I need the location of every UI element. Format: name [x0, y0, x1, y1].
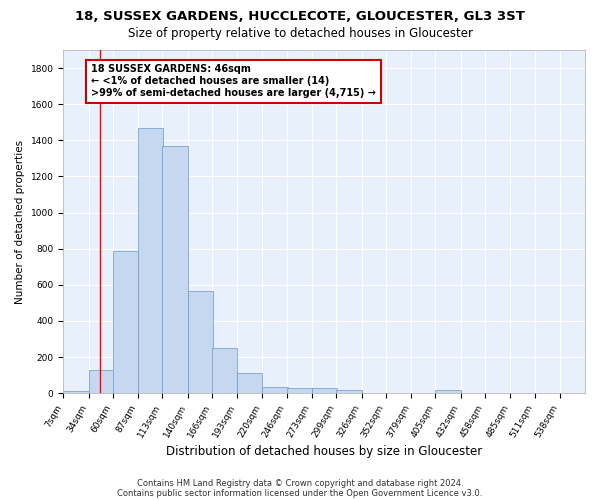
Bar: [237, 374, 262, 393]
Bar: [89, 370, 114, 393]
Bar: [212, 348, 237, 393]
Text: 18, SUSSEX GARDENS, HUCCLECOTE, GLOUCESTER, GL3 3ST: 18, SUSSEX GARDENS, HUCCLECOTE, GLOUCEST…: [75, 10, 525, 23]
Text: Contains public sector information licensed under the Open Government Licence v3: Contains public sector information licen…: [118, 488, 482, 498]
Bar: [163, 146, 188, 393]
Bar: [63, 390, 89, 393]
Bar: [188, 291, 213, 393]
Bar: [287, 388, 312, 393]
X-axis label: Distribution of detached houses by size in Gloucester: Distribution of detached houses by size …: [166, 444, 482, 458]
Text: Size of property relative to detached houses in Gloucester: Size of property relative to detached ho…: [128, 28, 473, 40]
Text: 18 SUSSEX GARDENS: 46sqm
← <1% of detached houses are smaller (14)
>99% of semi-: 18 SUSSEX GARDENS: 46sqm ← <1% of detach…: [91, 64, 376, 98]
Bar: [113, 250, 138, 393]
Text: Contains HM Land Registry data © Crown copyright and database right 2024.: Contains HM Land Registry data © Crown c…: [137, 478, 463, 488]
Bar: [336, 390, 362, 393]
Bar: [138, 128, 163, 393]
Bar: [312, 388, 337, 393]
Y-axis label: Number of detached properties: Number of detached properties: [15, 140, 25, 304]
Bar: [436, 390, 461, 393]
Bar: [262, 387, 287, 393]
